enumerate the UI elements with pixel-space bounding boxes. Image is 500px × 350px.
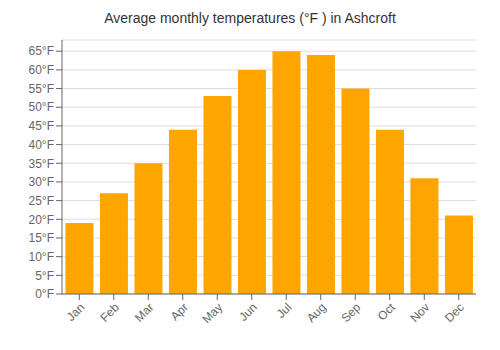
svg-text:45°F: 45°F <box>29 119 54 133</box>
svg-text:Aug: Aug <box>304 300 329 325</box>
svg-text:60°F: 60°F <box>29 63 54 77</box>
svg-text:10°F: 10°F <box>29 250 54 264</box>
svg-text:Apr: Apr <box>168 300 191 323</box>
html-text:Average monthly temperatures (: Average monthly temperatures (°F ) in As… <box>104 10 396 26</box>
svg-text:20°F: 20°F <box>29 213 54 227</box>
svg-text:30°F: 30°F <box>29 175 54 189</box>
svg-text:25°F: 25°F <box>29 194 54 208</box>
svg-text:Sep: Sep <box>338 300 363 325</box>
svg-text:55°F: 55°F <box>29 82 54 96</box>
svg-text:Oct: Oct <box>375 300 399 324</box>
svg-text:15°F: 15°F <box>29 231 54 245</box>
svg-text:65°F: 65°F <box>29 44 54 58</box>
svg-text:Jan: Jan <box>64 300 88 324</box>
svg-text:Jul: Jul <box>274 300 295 321</box>
svg-text:0°F: 0°F <box>35 287 54 301</box>
svg-text:Mar: Mar <box>132 300 157 325</box>
svg-text:Nov: Nov <box>407 300 432 325</box>
svg-text:Jun: Jun <box>236 300 260 324</box>
svg-text:40°F: 40°F <box>29 138 54 152</box>
svg-text:May: May <box>199 300 225 326</box>
svg-text:35°F: 35°F <box>29 157 54 171</box>
svg-text:Dec: Dec <box>442 300 467 325</box>
svg-text:5°F: 5°F <box>35 269 54 283</box>
svg-text:50°F: 50°F <box>29 100 54 114</box>
svg-text:Feb: Feb <box>97 300 122 325</box>
